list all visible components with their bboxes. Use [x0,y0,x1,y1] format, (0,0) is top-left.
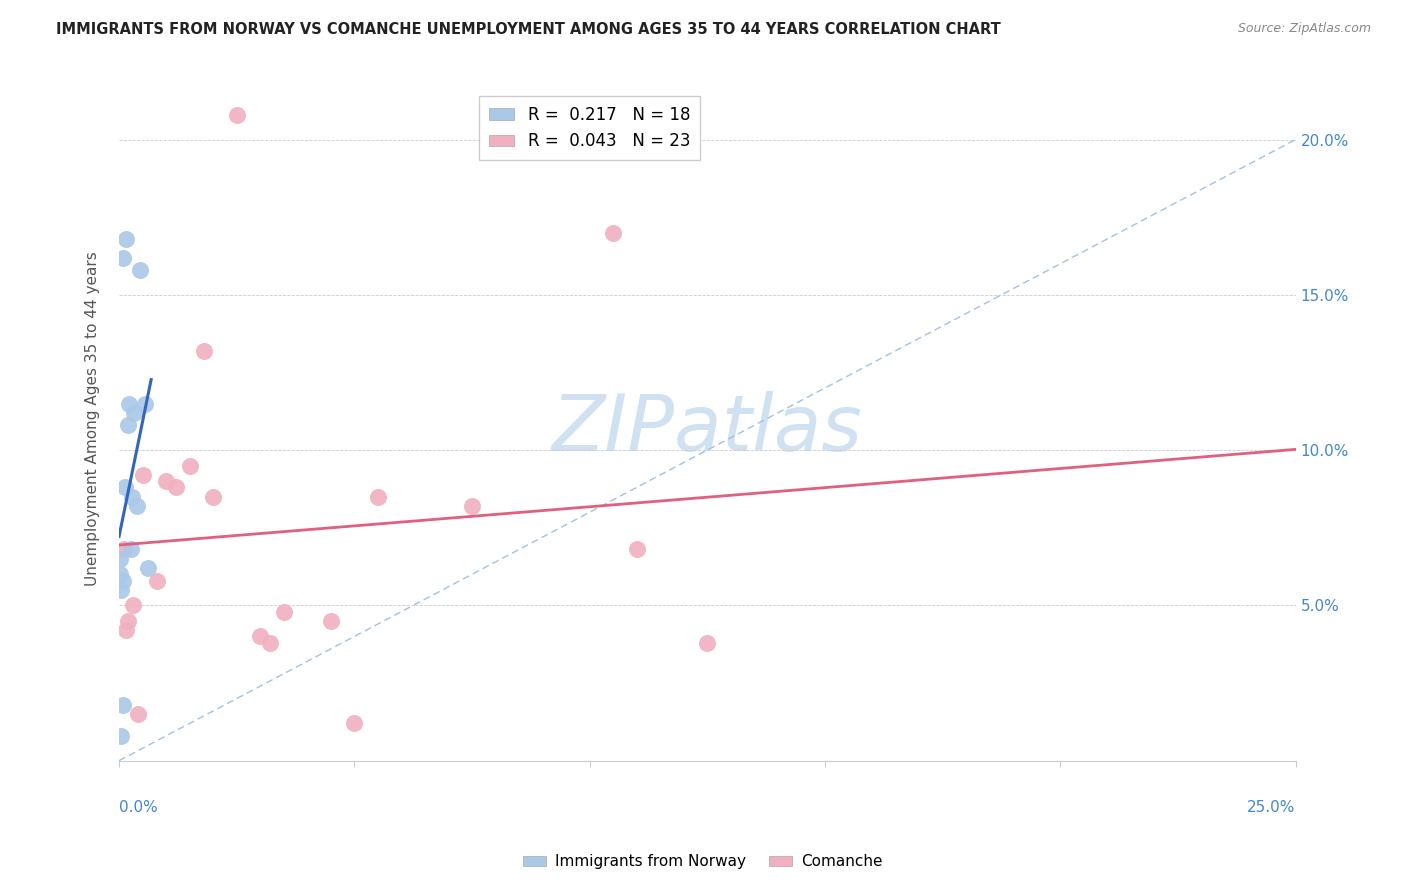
Legend: Immigrants from Norway, Comanche: Immigrants from Norway, Comanche [517,848,889,875]
Point [115,624,138,638]
Point [179,458,201,473]
Point [111,251,134,265]
Point [110,582,132,597]
Point [461,499,484,513]
Legend: R =  0.217   N = 18, R =  0.043   N = 23: R = 0.217 N = 18, R = 0.043 N = 23 [479,96,700,161]
Point [131,467,153,482]
Point [122,599,145,613]
Point [343,716,366,731]
Point [136,561,159,575]
Point [319,614,342,628]
Point [602,226,624,240]
Point [696,635,718,649]
Point [165,480,187,494]
Point [125,499,148,513]
Point [249,630,271,644]
Point [118,396,141,410]
Point [111,574,134,588]
Point [111,698,134,712]
Point [108,551,131,566]
Point [112,542,135,557]
Point [120,542,142,557]
Point [367,490,389,504]
Point [155,474,177,488]
Point [122,406,145,420]
Point [225,108,247,122]
Point [259,635,281,649]
Point [127,707,149,722]
Text: 0.0%: 0.0% [120,799,157,814]
Point [121,490,143,504]
Point [145,574,167,588]
Point [110,729,132,743]
Text: 25.0%: 25.0% [1247,799,1295,814]
Point [117,614,139,628]
Point [117,418,139,433]
Text: IMMIGRANTS FROM NORWAY VS COMANCHE UNEMPLOYMENT AMONG AGES 35 TO 44 YEARS CORREL: IMMIGRANTS FROM NORWAY VS COMANCHE UNEMP… [56,22,1001,37]
Point [115,232,138,246]
Point [273,605,295,619]
Y-axis label: Unemployment Among Ages 35 to 44 years: Unemployment Among Ages 35 to 44 years [86,252,100,586]
Point [626,542,648,557]
Point [193,343,215,358]
Point [129,263,152,277]
Point [114,480,136,494]
Point [134,396,156,410]
Point [202,490,225,504]
Text: Source: ZipAtlas.com: Source: ZipAtlas.com [1237,22,1371,36]
Text: ZIPatlas: ZIPatlas [553,392,863,467]
Point [108,567,131,582]
